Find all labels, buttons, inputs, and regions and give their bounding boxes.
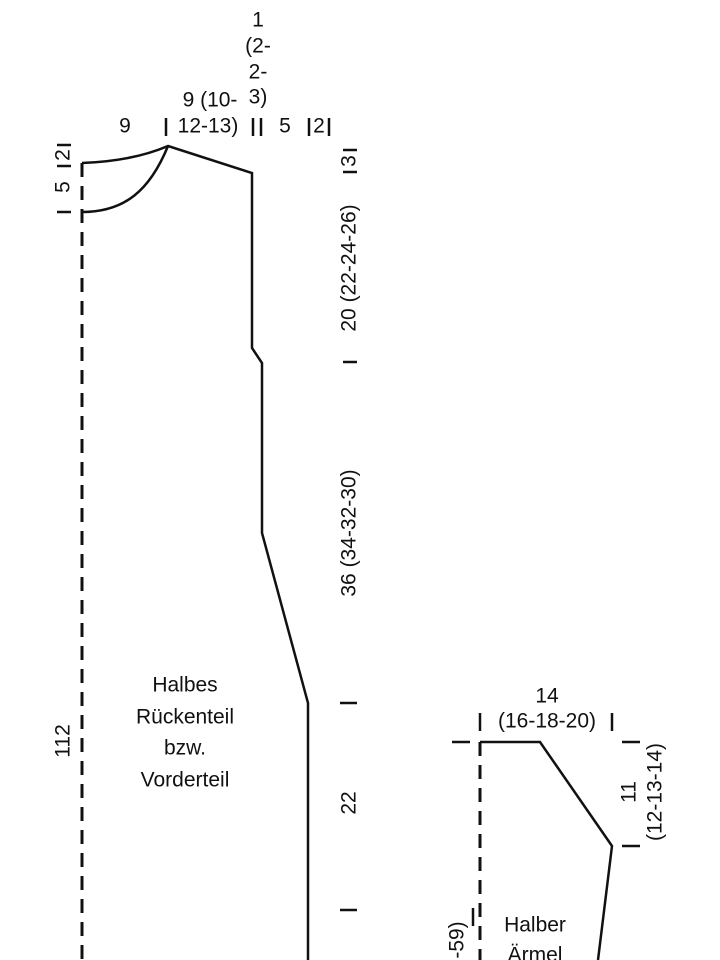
dimension: 12-13) [178,115,239,138]
dimension: (12-13-14) [644,743,667,841]
piece-label: Halber [504,914,566,937]
dimension: 112 [52,724,75,757]
dimension: 14 [535,685,559,708]
piece-label: Vorderteil [141,769,230,792]
dimension: 3 [338,155,361,167]
piece-label: bzw. [164,737,206,760]
dimension: 22 [338,791,361,814]
dimension: 36 (34-32-30) [338,469,361,596]
dimension: 20 (22-24-26) [338,204,361,331]
sleeve-outline [480,740,614,960]
dimension: 5 [52,181,75,193]
dimension: 9 (10- [183,89,238,112]
dimension: 2 [52,149,75,161]
dimension: 5 [279,115,291,138]
piece-label: Ärmel [508,944,563,960]
dimension: 9 [119,115,131,138]
dimension: (16-18-20) [498,710,596,733]
dimension: (2- [245,35,271,58]
dimension: -59) [446,921,469,958]
piece-label: Halbes [152,674,217,697]
dimension: 2 [313,115,325,138]
dimension: 3) [249,86,268,109]
front-neck-curve [81,145,170,214]
dimension: 1 [252,9,264,32]
dimension: 2- [249,61,268,84]
piece-label: Rückenteil [136,706,234,729]
dimension: 11 [618,781,641,803]
body-outline [81,144,310,960]
